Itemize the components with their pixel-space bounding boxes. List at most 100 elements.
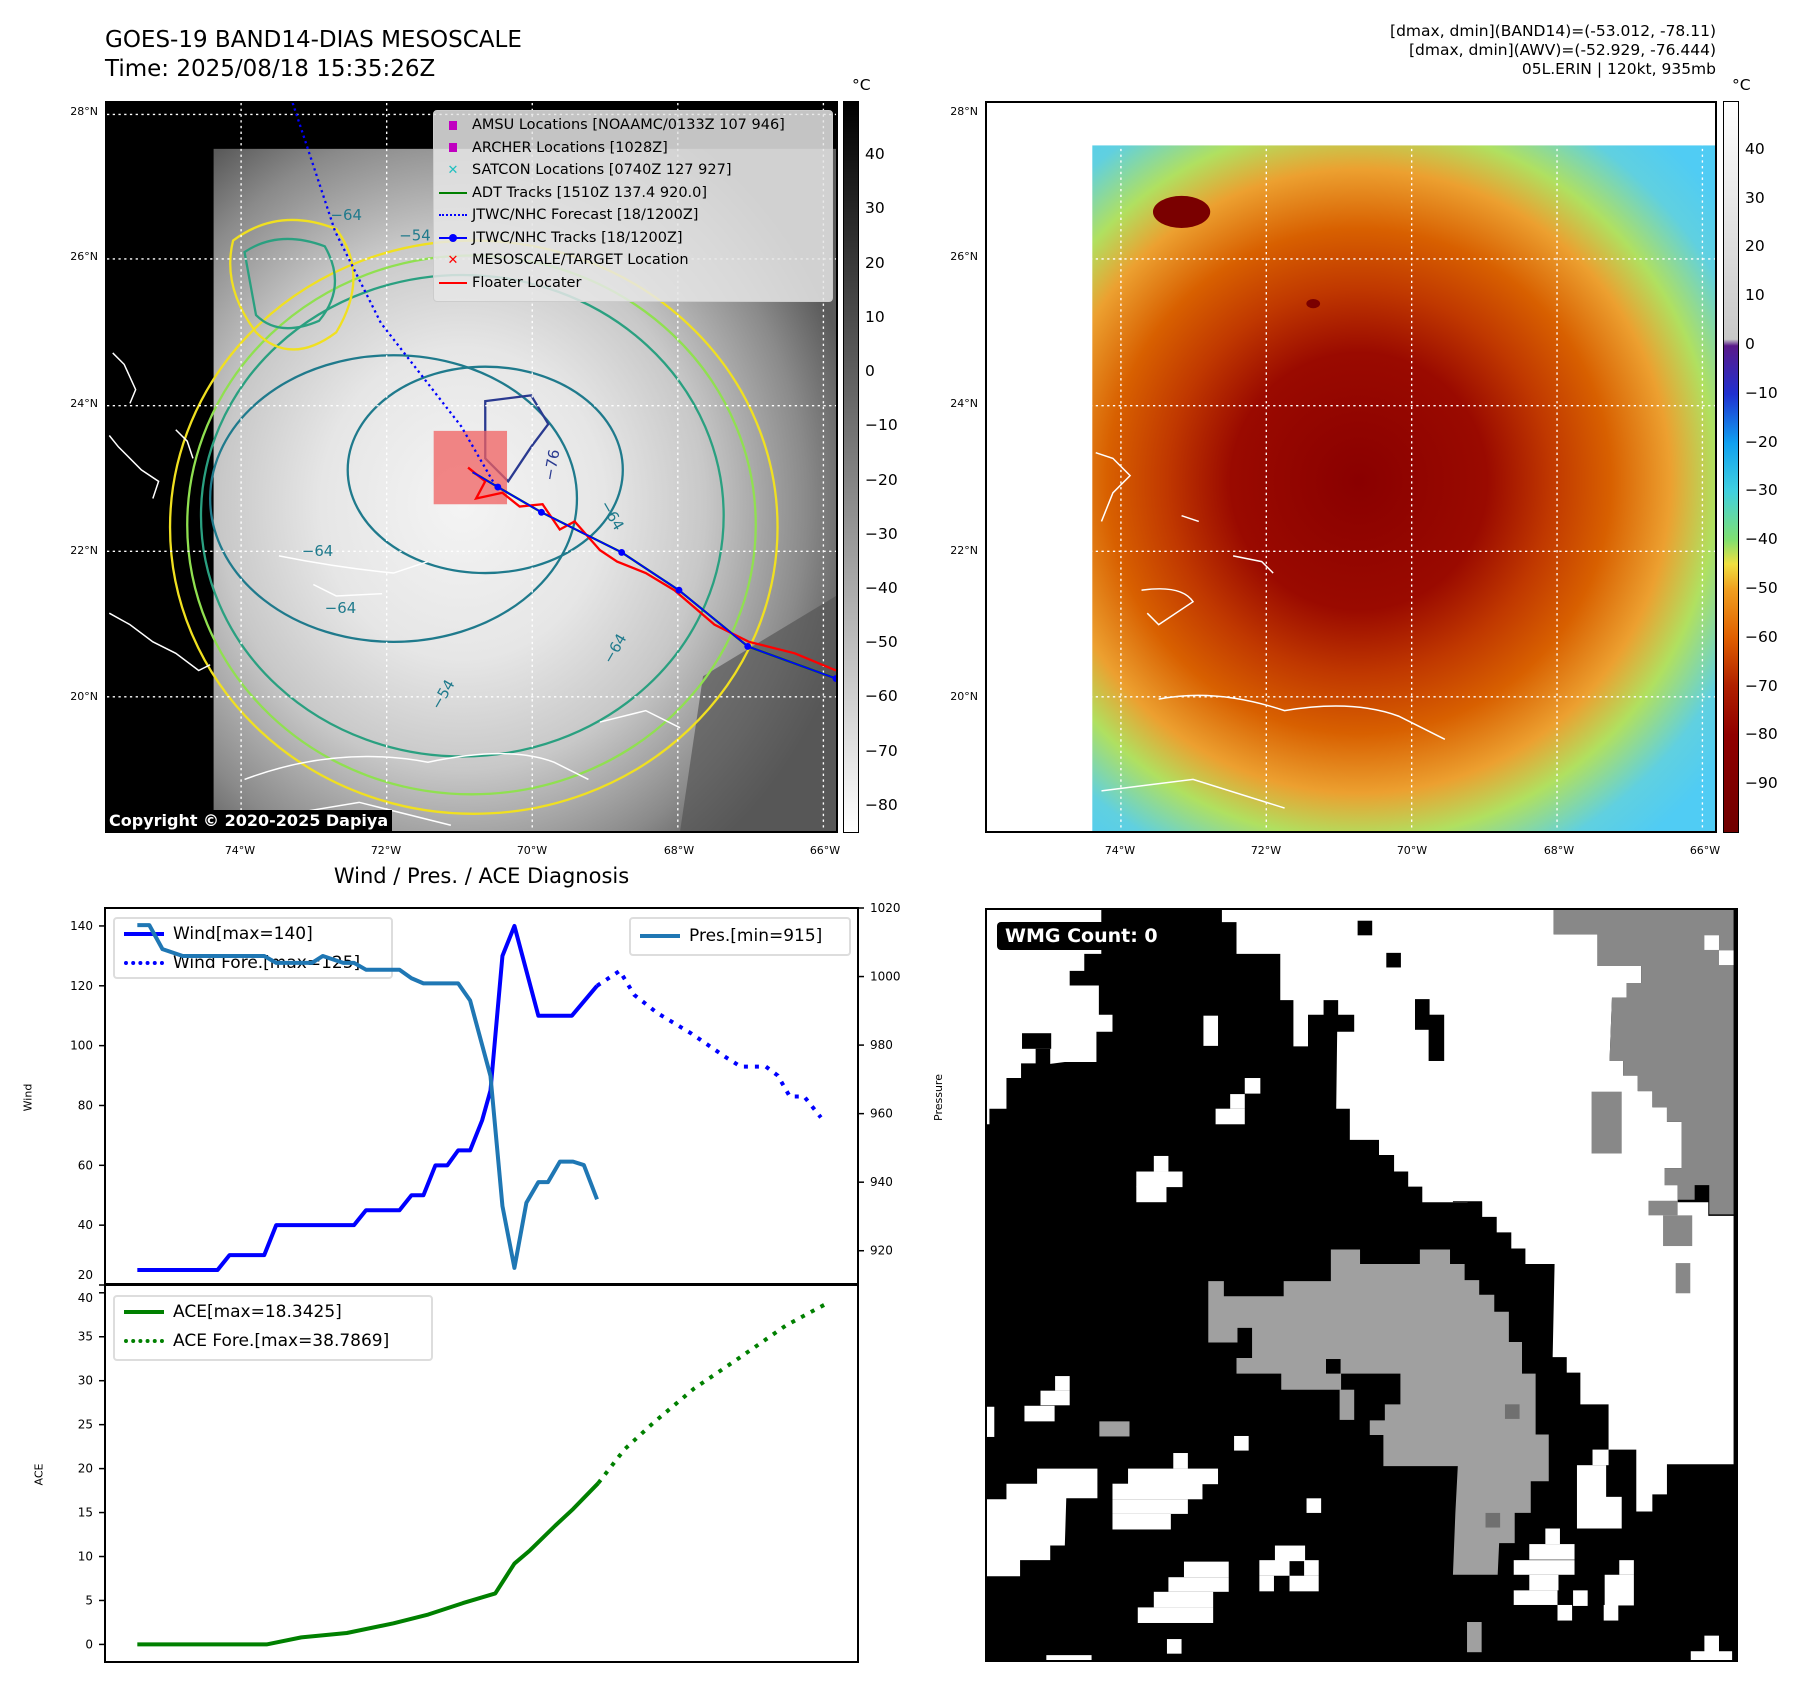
lon-label: 68°W [1543,844,1575,857]
plot-frame [104,1283,859,1663]
colorbar-tick-label: −30 [865,524,898,543]
svg-text:−54: −54 [399,227,430,245]
gridlines [987,103,1715,831]
dotted-line-icon [434,214,472,217]
y-tick-label: 60 [78,1158,93,1172]
colorbar-tick-label: 10 [1745,286,1765,305]
band14-range: [dmax, dmin](BAND14)=(-53.012, -78.11) [1390,22,1716,40]
y-tick-label: 20 [78,1462,93,1476]
dotted-line-icon [115,960,173,965]
colorbar-tick-label: −40 [1745,530,1778,549]
legend-amsu: AMSU Locations [NOAAMC/0133Z 107 946] [434,114,832,137]
legend-floater: Floater Locater [434,272,832,295]
legend-forecast: JTWC/NHC Forecast [18/1200Z] [434,204,832,227]
lon-label: 72°W [370,844,402,857]
colorbar-tick-label: 20 [865,253,885,272]
wind-legend: Wind[max=140] Wind Fore.[max=125] [113,917,393,979]
colorbar-tick-label: −80 [1745,725,1778,744]
pressure-axis-label: Pressure [931,1074,945,1121]
lon-label: 72°W [1250,844,1282,857]
nhc-track [472,471,836,680]
y2-tick-label: 940 [870,1175,893,1189]
wmg-gray-regions [1553,910,1734,1294]
colorbar-tick-label: 40 [1745,139,1765,158]
wmg-panel[interactable] [985,908,1738,1662]
coastlines [1095,451,1446,809]
ace-line [137,1481,600,1647]
y-tick-label: 0 [85,1637,93,1651]
colorbar-tick-label: −70 [1745,676,1778,695]
y2-tick-label: 960 [870,1107,893,1121]
lon-label: 70°W [516,844,548,857]
colorbar-tick-label: −40 [865,579,898,597]
y-tick-label: 30 [78,1374,93,1388]
y2-tick-label: 920 [870,1244,893,1258]
lat-label: 22°N [950,544,978,557]
wmg-count-badge: WMG Count: 0 [997,922,1166,950]
y-tick-label: 120 [70,979,93,993]
y2-tick-label: 1020 [870,901,901,915]
y-tick-label: 10 [78,1550,93,1564]
legend-target: ✕ MESOSCALE/TARGET Location [434,249,832,272]
svg-text:−64: −64 [302,542,333,560]
colorbar-tick-label: 0 [1745,335,1755,353]
lat-label: 26°N [950,250,978,263]
lat-label: 20°N [70,690,98,703]
svg-text:−64: −64 [331,206,362,224]
y-tick-label: 140 [70,919,93,933]
lon-label: 66°W [809,844,841,857]
colorbar-tick-label: 30 [865,199,885,218]
lat-label: 22°N [70,544,98,557]
svg-text:−76: −76 [540,448,563,482]
y2-tick-label: 1000 [870,970,901,984]
ace-axis-label: ACE [32,1463,46,1486]
map-legend: AMSU Locations [NOAAMC/0133Z 107 946] AR… [433,110,833,302]
coastlines [108,352,681,826]
y-tick-label: 100 [70,1039,93,1053]
colorbar-tick-label: −90 [1745,774,1778,793]
colorbar-tick-label: −20 [865,470,898,489]
wind-axis-label: Wind [21,1083,35,1112]
awv-colorbar [1723,101,1739,833]
ir-map-panel[interactable]: −64 −54 −76 −64 −64 −64 −54 −64 AMSU Loc… [105,101,838,833]
solid-line-icon [115,1309,173,1314]
colorbar-tick-label: −70 [865,741,898,760]
y-tick-label: 40 [78,1218,93,1232]
y-tick-label: 5 [85,1593,93,1607]
colorbar-unit: °C [852,76,871,94]
line-dot-icon [434,233,472,242]
line-marker-icon [434,191,472,194]
contour-teal [209,354,579,643]
ace-chart: 0 5 10 15 20 25 30 35 40 [78,1283,859,1663]
legend-archer: ARCHER Locations [1028Z] [434,137,832,160]
ace-forecast-line [596,1301,828,1485]
colorbar-tick-label: 30 [1745,188,1765,207]
lat-label: 28°N [950,105,978,118]
square-marker-icon [434,120,472,130]
awv-map-panel[interactable] [985,101,1717,833]
y-tick-label: 15 [78,1506,93,1520]
svg-text:−64: −64 [325,599,356,617]
ace-legend: ACE[max=18.3425] ACE Fore.[max=38.7869] [113,1295,433,1361]
y2-tick-label: 980 [870,1038,893,1052]
colorbar-tick-label: −60 [1745,627,1778,646]
colorbar-tick-label: 20 [1745,237,1765,256]
awv-range: [dmax, dmin](AWV)=(-52.929, -76.444) [1409,41,1716,59]
colorbar-tick-label: −10 [865,416,898,435]
colorbar-tick-label: −10 [1745,383,1778,402]
colorbar-tick-label: −20 [1745,432,1778,451]
title-time: Time: 2025/08/18 15:35:26Z [105,56,436,82]
square-marker-icon [434,143,472,153]
lat-label: 24°N [70,397,98,410]
wind-forecast-line [595,968,823,1119]
wmg-core-region [1099,1249,1549,1653]
lon-label: 74°W [1104,844,1136,857]
awv-map-image [987,103,1715,831]
legend-adt: ADT Tracks [1510Z 137.4 920.0] [434,182,832,205]
lon-label: 66°W [1689,844,1721,857]
mesoscale-target-box [433,430,508,505]
y-tick-label: 25 [78,1418,93,1432]
colorbar-tick-label: −50 [1745,579,1778,597]
chart-title: Wind / Pres. / ACE Diagnosis [333,864,630,888]
title-product: GOES-19 BAND14-DIAS MESOSCALE [105,27,522,53]
